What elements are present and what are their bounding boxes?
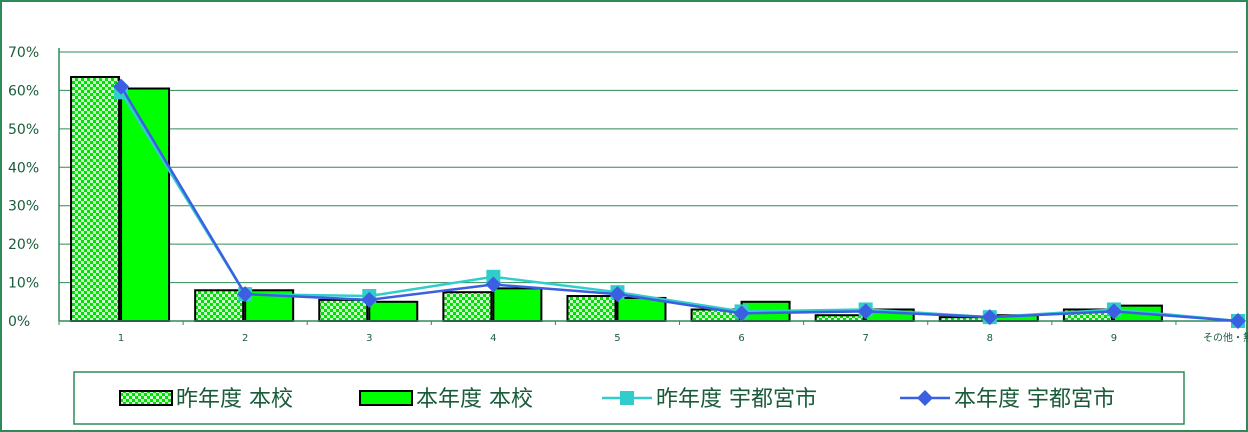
gridlines — [59, 51, 1238, 284]
legend-swatch — [119, 390, 173, 406]
legend-swatch — [359, 390, 413, 406]
diamond-marker — [609, 286, 626, 303]
diamond-marker — [485, 276, 502, 293]
x-tick-label: 6 — [738, 333, 744, 344]
series-line — [119, 91, 1239, 323]
y-tick-label: 50% — [8, 122, 39, 138]
x-tick-label: 8 — [987, 333, 993, 344]
bars — [70, 75, 1163, 323]
y-tick-label: 10% — [8, 276, 39, 292]
x-tick-label: 4 — [490, 333, 496, 344]
bar — [368, 300, 419, 322]
bar — [120, 87, 171, 322]
x-tick-label: 2 — [242, 333, 248, 344]
x-tick-label: 5 — [614, 333, 620, 344]
y-tick-label: 30% — [8, 199, 39, 215]
diamond-marker — [237, 286, 254, 303]
x-tick-label: 9 — [1111, 333, 1117, 344]
y-tick-label: 40% — [8, 160, 39, 176]
y-tick-label: 20% — [8, 237, 39, 253]
x-tick-label: 7 — [862, 333, 868, 344]
diamond-marker — [1105, 303, 1122, 320]
lines — [113, 78, 1246, 329]
legend-marker — [620, 391, 634, 405]
diamond-marker — [981, 309, 998, 326]
bar — [194, 289, 245, 322]
x-tick-label: その他・無回答 — [1203, 331, 1248, 344]
bar — [318, 298, 369, 323]
diamond-marker — [733, 305, 750, 322]
y-tick-label: 60% — [8, 83, 39, 99]
diamond-marker — [857, 303, 874, 320]
bar — [442, 291, 493, 322]
legend-label: 本年度 宇都宮市 — [954, 387, 1115, 412]
diamond-marker — [113, 78, 130, 95]
axes — [58, 48, 1238, 325]
bar — [492, 287, 543, 323]
series-line — [119, 85, 1239, 323]
legend-marker — [917, 390, 933, 406]
x-axis-ticks: 1 2 3 4 5 6 7 8 9 その他・無回答 — [118, 331, 1248, 344]
bar — [566, 295, 617, 322]
x-tick-label: 3 — [366, 333, 372, 344]
x-tick-label: 1 — [118, 333, 124, 344]
diamond-marker — [361, 291, 378, 308]
legend-label: 昨年度 本校 — [176, 387, 293, 412]
bar — [814, 314, 865, 323]
bar — [70, 75, 121, 322]
y-tick-label: 70% — [8, 45, 39, 61]
y-tick-label: 0% — [8, 314, 30, 330]
legend: 昨年度 本校 本年度 本校 昨年度 宇都宮市 本年度 宇都宮市 — [73, 371, 1185, 425]
legend-label: 昨年度 宇都宮市 — [656, 387, 817, 412]
legend-label: 本年度 本校 — [416, 387, 533, 412]
diamond-marker — [1230, 313, 1246, 329]
y-axis-ticks: 0% 10% 20% 30% 40% 50% 60% 70% — [8, 45, 39, 330]
